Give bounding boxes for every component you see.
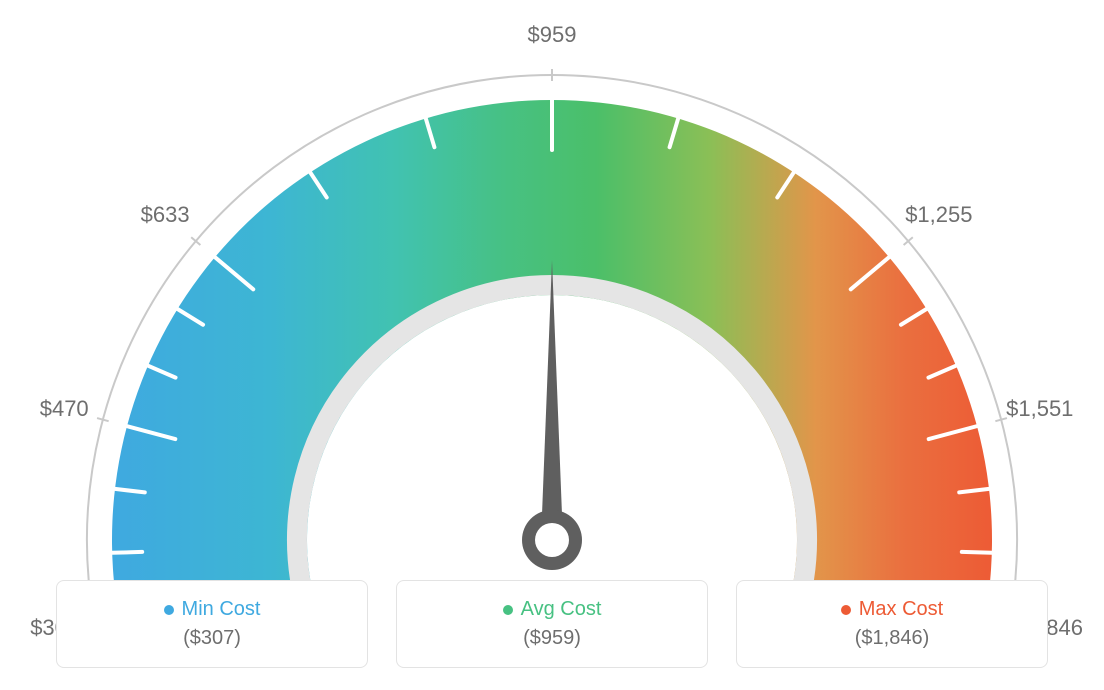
- gauge-tick-label: $470: [40, 396, 89, 422]
- legend-card-avg-header: Avg Cost: [503, 598, 602, 621]
- legend-title-max: Max Cost: [859, 598, 943, 621]
- legend-value-min: ($307): [183, 627, 241, 650]
- legend-card-max: Max Cost ($1,846): [736, 580, 1048, 668]
- legend-row: Min Cost ($307) Avg Cost ($959) Max Cost…: [56, 580, 1048, 668]
- legend-dot-max: [841, 605, 851, 615]
- gauge-tick-label: $633: [141, 202, 190, 228]
- legend-card-min: Min Cost ($307): [56, 580, 368, 668]
- gauge-svg: [0, 0, 1104, 580]
- legend-card-avg: Avg Cost ($959): [396, 580, 708, 668]
- legend-value-max: ($1,846): [855, 627, 930, 650]
- legend-title-min: Min Cost: [182, 598, 261, 621]
- legend-card-max-header: Max Cost: [841, 598, 943, 621]
- legend-value-avg: ($959): [523, 627, 581, 650]
- gauge-tick-label: $959: [528, 22, 577, 48]
- gauge-tick-label: $1,551: [1006, 396, 1073, 422]
- legend-dot-min: [164, 605, 174, 615]
- legend-title-avg: Avg Cost: [521, 598, 602, 621]
- gauge-chart: $307$470$633$959$1,255$1,551$1,846: [0, 0, 1104, 580]
- legend-dot-avg: [503, 605, 513, 615]
- legend-card-min-header: Min Cost: [164, 598, 261, 621]
- gauge-tick-label: $1,255: [905, 202, 972, 228]
